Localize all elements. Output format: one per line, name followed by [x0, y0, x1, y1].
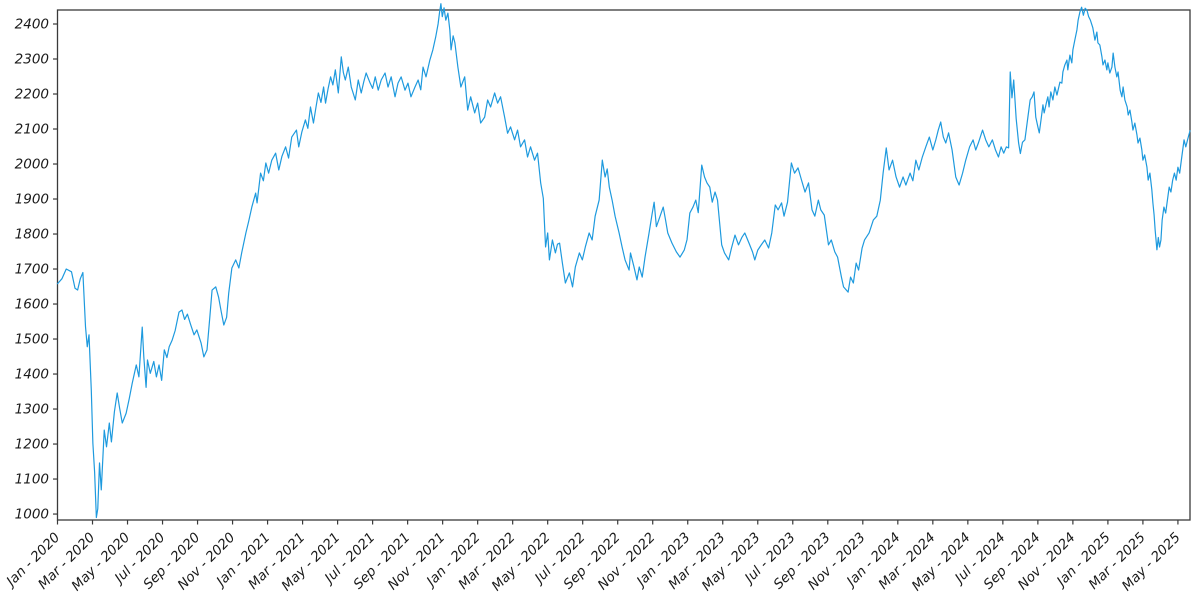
y-tick-label: 2200 [15, 87, 49, 103]
plot-border [56, 9, 1191, 521]
y-tick-label: 1900 [15, 192, 49, 208]
y-tick-label: 1600 [15, 297, 49, 313]
y-tick-label: 2400 [15, 17, 49, 33]
y-axis: 1000 1100 1200 1300 1400 1500 1600 1700 1800 1900… [15, 17, 58, 523]
y-tick-label: 1000 [15, 507, 49, 523]
y-tick-label: 2100 [15, 122, 49, 138]
price-series [56, 3, 1191, 519]
y-tick-label: 1300 [15, 402, 49, 418]
y-tick-label: 2000 [15, 157, 49, 173]
y-tick-label: 1200 [15, 437, 49, 453]
y-tick-label: 1100 [15, 472, 49, 488]
price-series-line [56, 3, 1191, 519]
axes-spines [56, 9, 1191, 521]
y-tick-label: 1700 [15, 262, 49, 278]
y-tick-label: 1800 [15, 227, 49, 243]
y-tick-label: 1500 [15, 332, 49, 348]
y-tick-label: 1400 [15, 367, 49, 383]
y-tick-label: 2300 [15, 52, 49, 68]
